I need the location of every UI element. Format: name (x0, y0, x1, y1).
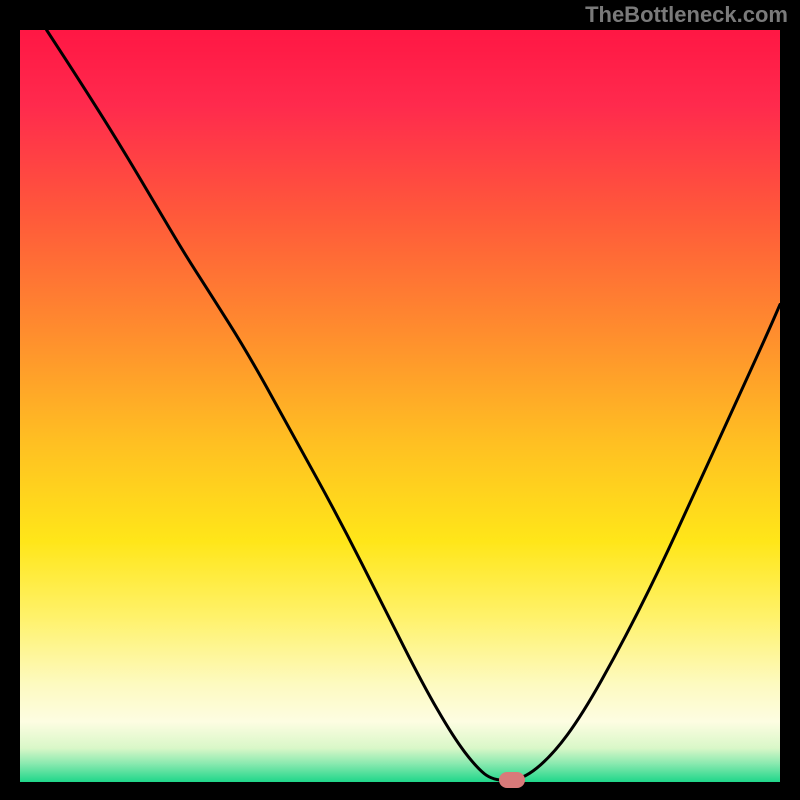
optimal-marker (499, 772, 525, 788)
plot-area (20, 30, 780, 782)
watermark-text: TheBottleneck.com (585, 2, 788, 28)
chart-container: TheBottleneck.com (0, 0, 800, 800)
curve-layer (20, 30, 780, 782)
bottleneck-curve (47, 30, 780, 781)
